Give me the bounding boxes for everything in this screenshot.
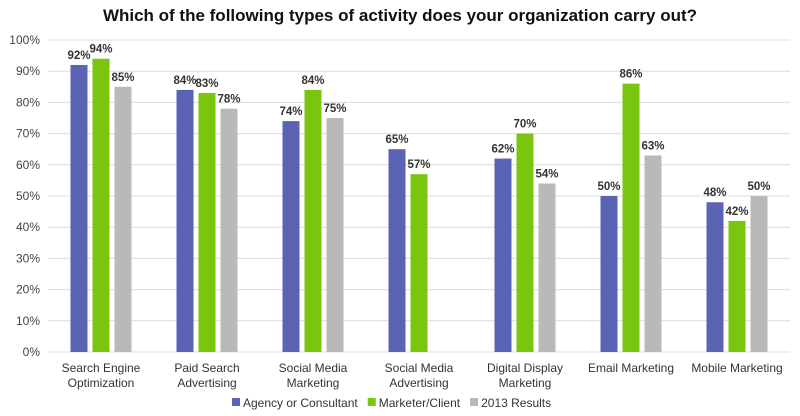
data-label: 65% [385, 134, 408, 146]
data-label: 62% [491, 144, 514, 156]
bar [92, 58, 110, 352]
legend-swatch [232, 398, 240, 406]
bar [388, 149, 406, 352]
data-label: 84% [301, 75, 324, 87]
data-label: 57% [407, 159, 430, 171]
y-tick-label: 80% [16, 95, 40, 109]
bar [304, 89, 322, 353]
bar [410, 174, 428, 352]
x-category-label: Paid Search [174, 361, 239, 375]
data-label: 50% [597, 181, 620, 193]
y-tick-label: 90% [16, 64, 40, 78]
bar [728, 220, 746, 352]
legend-swatch [367, 398, 376, 406]
bar [282, 121, 300, 353]
legend-label: Agency or Consultant [243, 396, 358, 410]
legend-label: 2013 Results [481, 396, 551, 410]
x-category-label: Search Engine [62, 361, 141, 375]
bar [176, 89, 194, 353]
bar [326, 118, 344, 352]
data-label: 78% [217, 94, 240, 106]
bar [198, 93, 216, 352]
data-label: 63% [641, 140, 664, 152]
x-category-label: Digital Display [487, 361, 563, 375]
y-tick-label: 50% [16, 189, 40, 203]
data-label: 48% [703, 187, 726, 199]
y-tick-label: 100% [9, 33, 40, 47]
legend-label: Marketer/Client [379, 396, 461, 410]
bar [750, 196, 768, 352]
bar [516, 133, 534, 352]
x-category-label: Social Media [279, 361, 348, 375]
data-label: 50% [747, 181, 770, 193]
bar [70, 64, 88, 353]
bar [622, 83, 640, 353]
data-label: 42% [725, 206, 748, 218]
x-category-label: Email Marketing [588, 361, 674, 375]
chart-title: Which of the following types of activity… [102, 6, 698, 25]
bar [644, 155, 662, 352]
bar [706, 202, 724, 352]
data-label: 92% [67, 50, 90, 62]
data-label: 86% [619, 69, 642, 81]
bar [600, 196, 618, 352]
x-category-label: Mobile Marketing [691, 361, 782, 375]
y-tick-label: 40% [16, 220, 40, 234]
bar [538, 183, 556, 352]
x-category-label: Advertising [389, 376, 448, 390]
bar [220, 108, 238, 352]
data-label: 54% [535, 169, 558, 181]
x-category-label: Social Media [385, 361, 454, 375]
bar [114, 86, 132, 353]
y-tick-label: 20% [16, 283, 40, 297]
y-tick-label: 60% [16, 158, 40, 172]
y-tick-label: 10% [16, 314, 40, 328]
data-label: 94% [89, 44, 112, 56]
x-category-label: Marketing [287, 376, 340, 390]
y-tick-label: 70% [16, 127, 40, 141]
x-category-label: Optimization [68, 376, 135, 390]
data-label: 84% [173, 75, 196, 87]
data-label: 74% [279, 106, 302, 118]
y-tick-label: 30% [16, 251, 40, 265]
data-label: 70% [513, 119, 536, 131]
y-tick-label: 0% [23, 345, 41, 359]
bar [494, 158, 512, 352]
data-label: 75% [323, 103, 346, 115]
x-category-label: Advertising [177, 376, 236, 390]
legend-swatch [470, 398, 479, 406]
x-category-label: Marketing [499, 376, 552, 390]
data-label: 83% [195, 78, 218, 90]
data-label: 85% [111, 72, 134, 84]
